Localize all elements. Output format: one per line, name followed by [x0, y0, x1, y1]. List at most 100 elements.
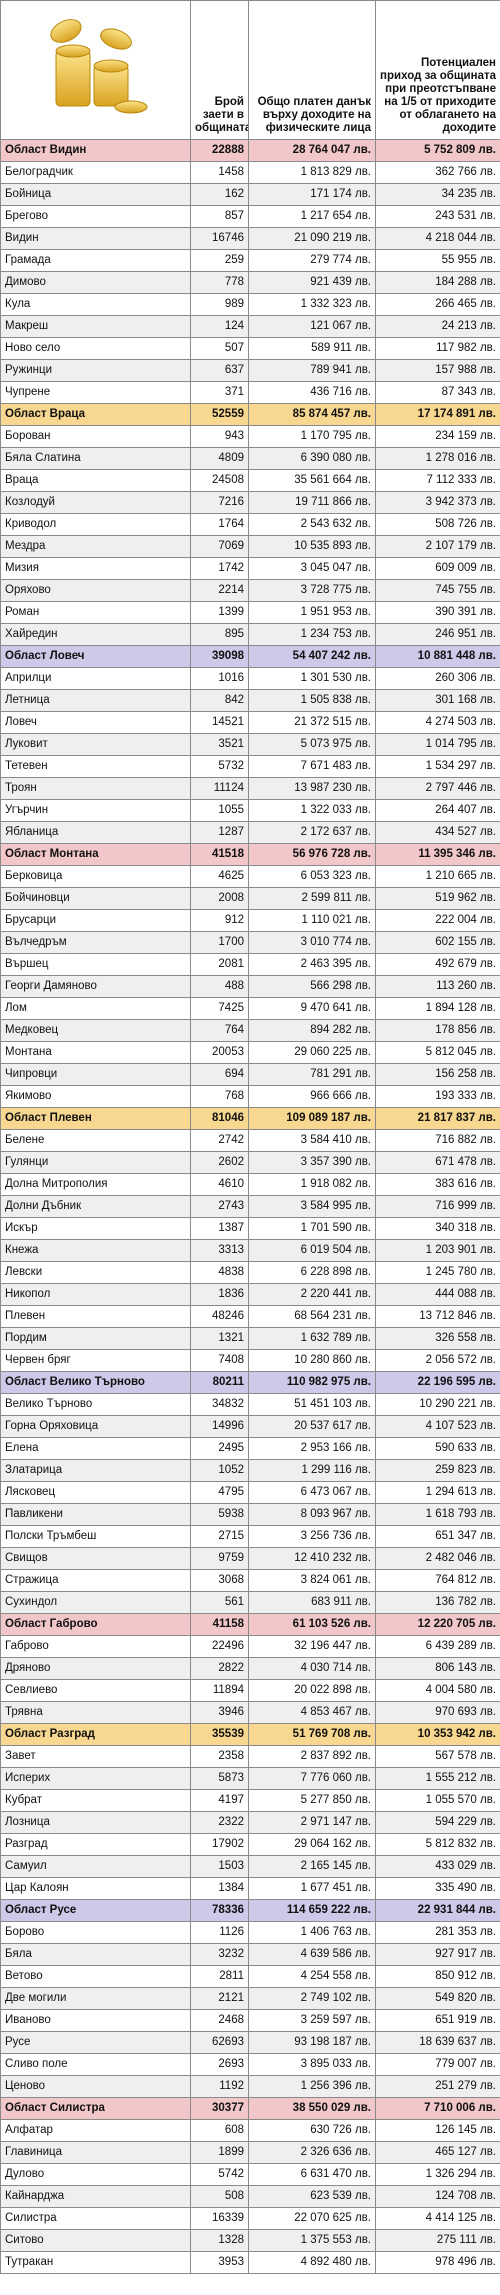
- municipality-row: Лом 7425 9 470 641 лв. 1 894 128 лв.: [0, 997, 500, 1020]
- potential: 156 258 лв.: [375, 1063, 500, 1086]
- employed: 24508: [190, 469, 249, 492]
- municipality-row: Враца 24508 35 561 664 лв. 7 112 333 лв.: [0, 469, 500, 492]
- municipality-row: Димово 778 921 439 лв. 184 288 лв.: [0, 271, 500, 294]
- potential: 567 578 лв.: [375, 1745, 500, 1768]
- municipality-row: Ловеч 14521 21 372 515 лв. 4 274 503 лв.: [0, 711, 500, 734]
- potential: 1 894 128 лв.: [375, 997, 500, 1020]
- municipality-name: Роман: [0, 601, 191, 624]
- potential: 7 710 006 лв.: [375, 2097, 500, 2120]
- potential: 22 196 595 лв.: [375, 1371, 500, 1394]
- municipality-row: Летница 842 1 505 838 лв. 301 168 лв.: [0, 689, 500, 712]
- municipality-row: Вършец 2081 2 463 395 лв. 492 679 лв.: [0, 953, 500, 976]
- municipality-row: Ветово 2811 4 254 558 лв. 850 912 лв.: [0, 1965, 500, 1988]
- municipality-row: Сливо поле 2693 3 895 033 лв. 779 007 лв.: [0, 2053, 500, 2076]
- employed: 4795: [190, 1481, 249, 1504]
- tax: 20 537 617 лв.: [248, 1415, 376, 1438]
- region-row: Област Разград 35539 51 769 708 лв. 10 353 …: [0, 1723, 500, 1746]
- municipality-name: Никопол: [0, 1283, 191, 1306]
- employed: 48246: [190, 1305, 249, 1328]
- potential: 10 353 942 лв.: [375, 1723, 500, 1746]
- region-name: Област Ловеч: [0, 645, 191, 668]
- potential: 340 318 лв.: [375, 1217, 500, 1240]
- municipality-name: Вълчедръм: [0, 931, 191, 954]
- tax: 114 659 222 лв.: [248, 1899, 376, 1922]
- municipality-row: Силистра 16339 22 070 625 лв. 4 414 125 лв.: [0, 2207, 500, 2230]
- municipality-row: Севлиево 11894 20 022 898 лв. 4 004 580 лв.: [0, 1679, 500, 1702]
- tax: 38 550 029 лв.: [248, 2097, 376, 2120]
- potential: 21 817 837 лв.: [375, 1107, 500, 1130]
- municipality-row: Свищов 9759 12 410 232 лв. 2 482 046 лв.: [0, 1547, 500, 1570]
- municipality-name: Бойница: [0, 183, 191, 206]
- municipality-row: Кнежа 3313 6 019 504 лв. 1 203 901 лв.: [0, 1239, 500, 1262]
- employed: 16746: [190, 227, 249, 250]
- employed: 508: [190, 2185, 249, 2208]
- municipality-row: Хайредин 895 1 234 753 лв. 246 951 лв.: [0, 623, 500, 646]
- region-row: Област Видин 22888 28 764 047 лв. 5 752 809…: [0, 139, 500, 162]
- municipality-name: Криводол: [0, 513, 191, 536]
- municipality-row: Борово 1126 1 406 763 лв. 281 353 лв.: [0, 1921, 500, 1944]
- tax: 3 357 390 лв.: [248, 1151, 376, 1174]
- potential: 970 693 лв.: [375, 1701, 500, 1724]
- employed: 4809: [190, 447, 249, 470]
- municipality-row: Бяла 3232 4 639 586 лв. 927 917 лв.: [0, 1943, 500, 1966]
- municipality-name: Иваново: [0, 2009, 191, 2032]
- tax: 4 030 714 лв.: [248, 1657, 376, 1680]
- tax: 12 410 232 лв.: [248, 1547, 376, 1570]
- tax: 7 671 483 лв.: [248, 755, 376, 778]
- region-name: Област Габрово: [0, 1613, 191, 1636]
- tax: 5 073 975 лв.: [248, 733, 376, 756]
- potential: 1 534 297 лв.: [375, 755, 500, 778]
- employed: 1700: [190, 931, 249, 954]
- municipality-name: Георги Дамяново: [0, 975, 191, 998]
- employed: 1458: [190, 161, 249, 184]
- potential: 178 856 лв.: [375, 1019, 500, 1042]
- employed: 694: [190, 1063, 249, 1086]
- municipality-name: Ловеч: [0, 711, 191, 734]
- employed: 81046: [190, 1107, 249, 1130]
- region-name: Област Русе: [0, 1899, 191, 1922]
- municipality-row: Чупрене 371 436 716 лв. 87 343 лв.: [0, 381, 500, 404]
- employed: 989: [190, 293, 249, 316]
- municipality-row: Разград 17902 29 064 162 лв. 5 812 832 лв.: [0, 1833, 500, 1856]
- employed: 30377: [190, 2097, 249, 2120]
- municipality-row: Козлодуй 7216 19 711 866 лв. 3 942 373 лв.: [0, 491, 500, 514]
- table-body: Област Видин 22888 28 764 047 лв. 5 752 809…: [0, 139, 500, 2274]
- municipality-name: Чупрене: [0, 381, 191, 404]
- municipality-row: Пордим 1321 1 632 789 лв. 326 558 лв.: [0, 1327, 500, 1350]
- municipality-row: Левски 4838 6 228 898 лв. 1 245 780 лв.: [0, 1261, 500, 1284]
- potential: 2 107 179 лв.: [375, 535, 500, 558]
- logo-cell: [0, 0, 191, 140]
- tax: 2 971 147 лв.: [248, 1811, 376, 1834]
- municipality-name: Белоградчик: [0, 161, 191, 184]
- potential: 184 288 лв.: [375, 271, 500, 294]
- tax: 6 473 067 лв.: [248, 1481, 376, 1504]
- employed: 1399: [190, 601, 249, 624]
- tax: 171 174 лв.: [248, 183, 376, 206]
- employed: 2121: [190, 1987, 249, 2010]
- potential: 779 007 лв.: [375, 2053, 500, 2076]
- employed: 1899: [190, 2141, 249, 2164]
- employed: 2602: [190, 1151, 249, 1174]
- municipality-name: Медковец: [0, 1019, 191, 1042]
- potential: 602 155 лв.: [375, 931, 500, 954]
- municipality-row: Плевен 48246 68 564 231 лв. 13 712 846 лв.: [0, 1305, 500, 1328]
- employed: 1192: [190, 2075, 249, 2098]
- municipality-row: Мездра 7069 10 535 893 лв. 2 107 179 лв.: [0, 535, 500, 558]
- header-row: Брой заети в общината Общо платен данък …: [0, 0, 500, 140]
- employed: 1016: [190, 667, 249, 690]
- employed: 35539: [190, 1723, 249, 1746]
- tax: 2 953 166 лв.: [248, 1437, 376, 1460]
- municipality-name: Ружинци: [0, 359, 191, 382]
- employed: 2081: [190, 953, 249, 976]
- municipality-row: Самуил 1503 2 165 145 лв. 433 029 лв.: [0, 1855, 500, 1878]
- potential: 5 752 809 лв.: [375, 139, 500, 162]
- municipality-name: Ябланица: [0, 821, 191, 844]
- municipality-row: Берковица 4625 6 053 323 лв. 1 210 665 лв.: [0, 865, 500, 888]
- municipality-name: Елена: [0, 1437, 191, 1460]
- employed: 778: [190, 271, 249, 294]
- employed: 17902: [190, 1833, 249, 1856]
- employed: 3946: [190, 1701, 249, 1724]
- potential: 22 931 844 лв.: [375, 1899, 500, 1922]
- potential: 1 618 793 лв.: [375, 1503, 500, 1526]
